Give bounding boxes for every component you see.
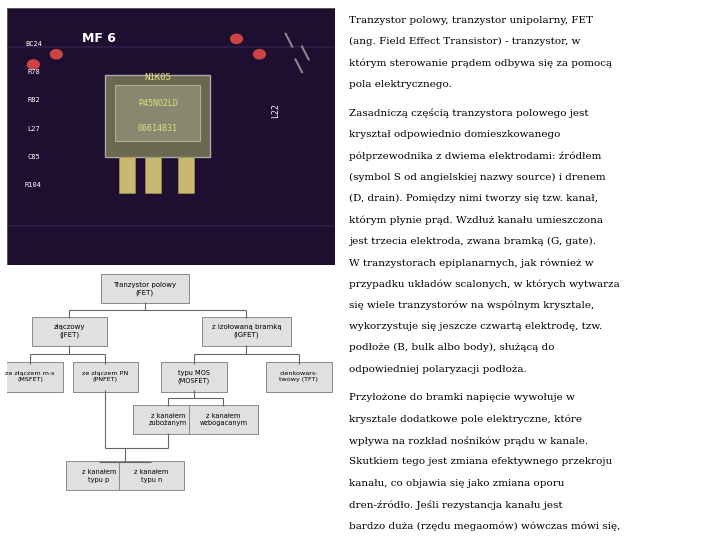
- FancyBboxPatch shape: [32, 317, 107, 346]
- Text: kryształ odpowiednio domieszkowanego: kryształ odpowiednio domieszkowanego: [349, 130, 561, 139]
- Text: z izołowaną bramką
(IGFET): z izołowaną bramką (IGFET): [212, 325, 282, 339]
- Text: typu MOS
(MOSFET): typu MOS (MOSFET): [178, 370, 210, 384]
- Text: z kanałem
zubożanym: z kanałem zubożanym: [148, 413, 187, 427]
- Text: jest trzecia elektroda, zwana bramką (G, gate).: jest trzecia elektroda, zwana bramką (G,…: [349, 237, 596, 246]
- Text: półprzewodnika z dwiema elektrodami: źródłem: półprzewodnika z dwiema elektrodami: źró…: [349, 151, 602, 161]
- Text: wpływa na rozkład nośników prądu w kanale.: wpływa na rozkład nośników prądu w kanal…: [349, 436, 588, 446]
- FancyBboxPatch shape: [133, 405, 202, 434]
- Text: ze złączem PN
(PNFET): ze złączem PN (PNFET): [82, 372, 129, 382]
- Text: 06614831: 06614831: [138, 124, 178, 133]
- Text: BC24: BC24: [25, 41, 42, 47]
- Text: pola elektrycznego.: pola elektrycznego.: [349, 80, 452, 89]
- Bar: [106, 75, 210, 157]
- Text: MF 6: MF 6: [82, 32, 116, 45]
- Text: Tranzystor polowy
(FET): Tranzystor polowy (FET): [113, 282, 176, 296]
- Text: dren-źródło. Jeśli rezystancja kanału jest: dren-źródło. Jeśli rezystancja kanału je…: [349, 500, 563, 510]
- Text: Tranzystor polowy, tranzystor unipolarny, FET: Tranzystor polowy, tranzystor unipolarny…: [349, 16, 593, 25]
- FancyBboxPatch shape: [161, 362, 227, 392]
- Text: Skutkiem tego jest zmiana efektywnego przekroju: Skutkiem tego jest zmiana efektywnego pr…: [349, 457, 613, 467]
- Text: się wiele tranzystorów na wspólnym krysztale,: się wiele tranzystorów na wspólnym krysz…: [349, 301, 595, 310]
- Text: Przyłożone do bramki napięcie wywołuje w: Przyłożone do bramki napięcie wywołuje w: [349, 394, 575, 402]
- Circle shape: [253, 50, 266, 59]
- Text: ze złączem m-s
(MSFET): ze złączem m-s (MSFET): [5, 372, 55, 382]
- Text: bardzo duża (rzędu megaomów) wówczas mówi się,: bardzo duża (rzędu megaomów) wówczas mów…: [349, 521, 621, 531]
- Text: (symbol S od angielskiej nazwy source) i drenem: (symbol S od angielskiej nazwy source) i…: [349, 173, 606, 182]
- Text: cienkowars-
twowy (TFT): cienkowars- twowy (TFT): [279, 372, 318, 382]
- Bar: [178, 157, 194, 193]
- Text: N1K05: N1K05: [145, 73, 171, 82]
- Text: R78: R78: [27, 69, 40, 75]
- Text: którym płynie prąd. Wzdłuż kanału umieszczona: którym płynie prąd. Wzdłuż kanału umiesz…: [349, 215, 603, 225]
- Text: R82: R82: [27, 97, 40, 104]
- Text: z kanałem
typu n: z kanałem typu n: [134, 469, 168, 483]
- Text: R104: R104: [25, 182, 42, 188]
- FancyBboxPatch shape: [73, 362, 138, 392]
- FancyBboxPatch shape: [119, 461, 184, 490]
- FancyBboxPatch shape: [189, 405, 258, 434]
- Text: podłoże (B, bulk albo body), służącą do: podłoże (B, bulk albo body), służącą do: [349, 343, 555, 353]
- Text: z kanałem
typu p: z kanałem typu p: [82, 469, 116, 483]
- Text: którym sterowanie prądem odbywa się za pomocą: którym sterowanie prądem odbywa się za p…: [349, 59, 613, 68]
- Text: W tranzystorach epiplanarnych, jak również w: W tranzystorach epiplanarnych, jak równi…: [349, 258, 594, 267]
- Circle shape: [27, 60, 40, 69]
- Circle shape: [230, 34, 243, 44]
- Text: wykorzystuje się jeszcze czwartą elektrodę, tzw.: wykorzystuje się jeszcze czwartą elektro…: [349, 322, 603, 331]
- FancyBboxPatch shape: [66, 461, 132, 490]
- Text: kanału, co objawia się jako zmiana oporu: kanału, co objawia się jako zmiana oporu: [349, 479, 564, 488]
- Text: P45NO2LD: P45NO2LD: [138, 98, 178, 107]
- FancyBboxPatch shape: [266, 362, 331, 392]
- Text: (D, drain). Pomiędzy nimi tworzy się tzw. kanał,: (D, drain). Pomiędzy nimi tworzy się tzw…: [349, 194, 598, 203]
- Text: C85: C85: [27, 154, 40, 160]
- Text: (ang. Field Effect Transistor) - tranzystor, w: (ang. Field Effect Transistor) - tranzys…: [349, 37, 581, 46]
- Text: krysztale dodatkowe pole elektryczne, które: krysztale dodatkowe pole elektryczne, kt…: [349, 415, 582, 424]
- FancyBboxPatch shape: [101, 274, 189, 303]
- Text: przypadku układów scalonych, w których wytwarza: przypadku układów scalonych, w których w…: [349, 279, 620, 289]
- FancyBboxPatch shape: [0, 362, 63, 392]
- Circle shape: [50, 50, 62, 59]
- Bar: [115, 85, 200, 141]
- Text: odpowiedniej polaryzacji podłoża.: odpowiedniej polaryzacji podłoża.: [349, 364, 527, 374]
- Bar: [145, 157, 161, 193]
- Text: Zasadniczą częścią tranzystora polowego jest: Zasadniczą częścią tranzystora polowego …: [349, 109, 589, 118]
- Text: złączowy
(JFET): złączowy (JFET): [54, 325, 85, 339]
- Text: L22: L22: [271, 103, 280, 118]
- Bar: [119, 157, 135, 193]
- Text: L27: L27: [27, 126, 40, 132]
- Text: z kanałem
wzbogacanym: z kanałem wzbogacanym: [199, 413, 248, 427]
- FancyBboxPatch shape: [202, 317, 291, 346]
